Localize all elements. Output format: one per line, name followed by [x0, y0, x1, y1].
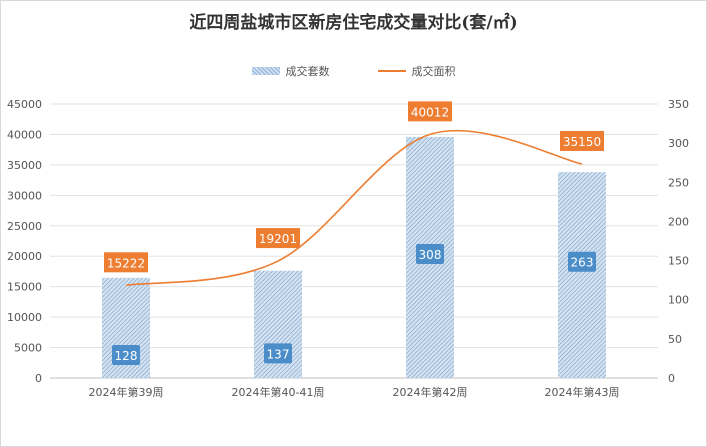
left-axis-tick-label: 15000 — [7, 281, 42, 294]
x-axis-tick-label: 2024年第39周 — [89, 385, 164, 399]
line-data-label: 40012 — [408, 101, 452, 122]
bar-data-label-box — [416, 243, 444, 264]
right-axis-tick-label: 100 — [668, 294, 689, 307]
line-layer — [125, 129, 583, 287]
line-data-label-box — [104, 252, 148, 273]
line-data-label-text: 19201 — [259, 232, 297, 246]
left-axis-tick-label: 45000 — [7, 98, 42, 111]
line-data-label-text: 35150 — [563, 135, 601, 149]
left-axis-tick-label: 40000 — [7, 128, 42, 141]
bar-data-label-box — [568, 251, 596, 272]
x-axis-tick-label: 2024年第42周 — [393, 385, 468, 399]
bar-data-label-text: 263 — [571, 256, 594, 270]
bar-data-label: 137 — [264, 343, 292, 364]
line-data-label: 35150 — [560, 130, 604, 151]
left-axis-tick-label: 10000 — [7, 311, 42, 324]
left-axis-tick-label: 5000 — [14, 342, 42, 355]
right-axis-tick-label: 350 — [668, 98, 689, 111]
left-axis-tick-label: 20000 — [7, 250, 42, 263]
right-axis-tick-label: 300 — [668, 137, 689, 150]
bar-data-label-box — [264, 343, 292, 364]
left-axis-tick-label: 30000 — [7, 189, 42, 202]
bar-data-label: 263 — [568, 251, 596, 272]
legend-label-bar: 成交套数 — [285, 65, 330, 78]
x-axis-tick-label: 2024年第43周 — [545, 385, 620, 399]
right-axis-tick-label: 0 — [668, 372, 675, 385]
bar-data-label: 128 — [112, 344, 140, 365]
legend-item-bar: 成交套数 — [251, 63, 330, 79]
x-axis-tick-label: 2024年第40-41周 — [232, 385, 325, 399]
line-data-label: 19201 — [256, 228, 300, 249]
line-series-path — [125, 129, 583, 287]
left-axis-tick-label: 35000 — [7, 159, 42, 172]
axis-layer: 0 5000 10000 15000 20000 25000 30000 35000 40000… — [7, 98, 689, 399]
right-axis-tick-label: 200 — [668, 215, 689, 228]
line-data-label: 15222 — [104, 252, 148, 273]
line-data-label-text: 15222 — [107, 256, 145, 270]
bar — [558, 172, 606, 378]
line-data-label-box — [256, 228, 300, 249]
legend-item-line: 成交面积 — [377, 63, 456, 79]
left-axis-tick-label: 0 — [35, 372, 42, 385]
line-data-label-box — [560, 130, 604, 151]
bar-data-label-text: 308 — [419, 248, 442, 262]
bar-layer — [102, 136, 606, 378]
label-layer: 128 137 308 263 15222 19201 40012 35150 — [104, 101, 604, 365]
bar-data-label-text: 128 — [115, 349, 138, 363]
legend-swatch-bar — [251, 67, 280, 75]
right-axis-tick-label: 150 — [668, 255, 689, 268]
bar-data-label: 308 — [416, 243, 444, 264]
line-data-label-box — [408, 101, 452, 122]
right-axis-tick-label: 50 — [668, 333, 682, 346]
legend: 成交套数 成交面积 — [0, 63, 707, 79]
line-data-label-text: 40012 — [411, 105, 449, 119]
legend-swatch-line — [377, 70, 406, 72]
bar-data-label-box — [112, 344, 140, 365]
right-axis-tick-label: 250 — [668, 176, 689, 189]
legend-label-line: 成交面积 — [411, 65, 456, 78]
bar-data-label-text: 137 — [267, 347, 290, 361]
chart-title: 近四周盐城市区新房住宅成交量对比(套/㎡) — [189, 13, 518, 33]
left-axis-tick-label: 25000 — [7, 220, 42, 233]
